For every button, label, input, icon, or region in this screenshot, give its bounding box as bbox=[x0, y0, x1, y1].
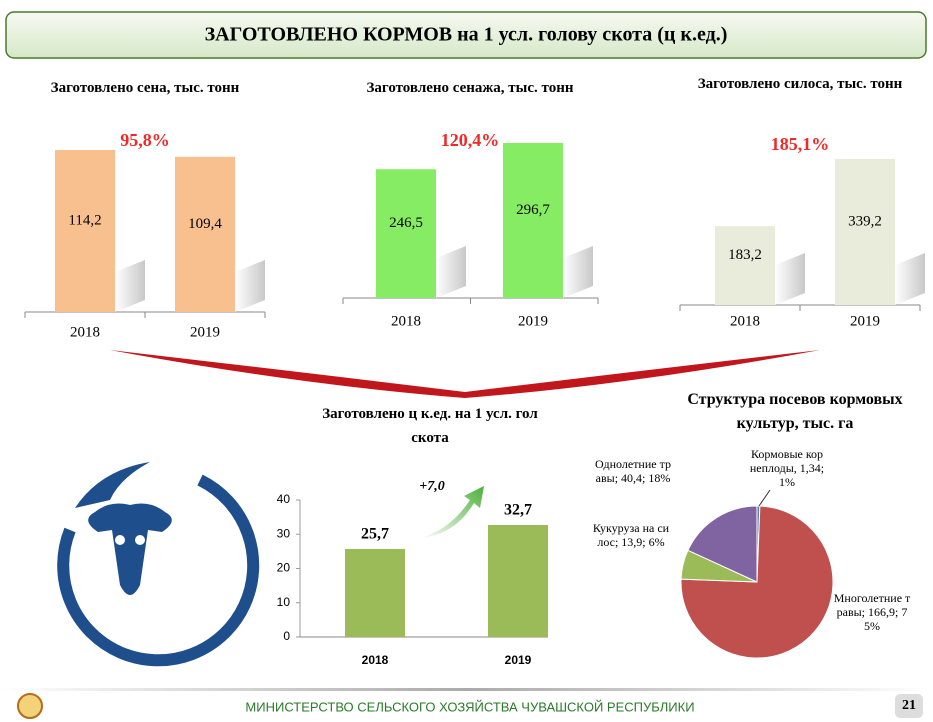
chart-title-box: Заготовлено силоса, тыс. тонн bbox=[685, 72, 915, 124]
bar bbox=[835, 159, 895, 305]
bar bbox=[715, 226, 775, 305]
chart-title: Заготовлено сена, тыс. тонн bbox=[30, 76, 260, 100]
y-tick-label: 0 bbox=[283, 629, 290, 643]
bar-shadow bbox=[115, 260, 145, 312]
y-tick-label: 30 bbox=[277, 526, 291, 540]
chart-title: Заготовлено силоса, тыс. тонн bbox=[685, 72, 915, 96]
bar bbox=[55, 150, 115, 312]
bar bbox=[503, 143, 563, 298]
slice-label-box: Многолетние травы; 166,9; 75% bbox=[832, 592, 912, 662]
x-tick-label: 2018 bbox=[362, 653, 389, 667]
slice-label-box: Однолетние травы; 40,4; 18% bbox=[594, 458, 672, 518]
growth-label: 185,1% bbox=[771, 134, 830, 154]
footer-text: МИНИСТЕРСТВО СЕЛЬСКОГО ХОЗЯЙСТВА ЧУВАШСК… bbox=[245, 699, 694, 714]
chart-title: Структура посевов кормовых культур, тыс.… bbox=[665, 388, 925, 436]
bar bbox=[488, 525, 548, 637]
value-label: 109,4 bbox=[188, 216, 222, 232]
slide: ЗАГОТОВЛЕНО КОРМОВ на 1 усл. голову скот… bbox=[0, 0, 933, 722]
page-number: 21 bbox=[902, 698, 916, 713]
value-label: 25,7 bbox=[361, 526, 389, 543]
chart-title-box: Заготовлено ц к.ед. на 1 усл. гол скота bbox=[315, 402, 545, 454]
slice-label: Однолетние травы; 40,4; 18% bbox=[594, 458, 672, 486]
x-tick-label: 2018 bbox=[730, 313, 760, 329]
chart-title-box: Заготовлено сена, тыс. тонн bbox=[30, 76, 260, 128]
value-label: 339,2 bbox=[848, 213, 882, 229]
value-label: 183,2 bbox=[728, 247, 762, 263]
x-tick-label: 2019 bbox=[518, 313, 548, 329]
x-tick-label: 2019 bbox=[505, 653, 532, 667]
logo bbox=[63, 462, 253, 660]
chart-title: Заготовлено ц к.ед. на 1 усл. гол скота bbox=[315, 402, 545, 450]
chart-title-box: Заготовлено сенажа, тыс. тонн bbox=[355, 76, 585, 128]
bar-shadow bbox=[563, 246, 593, 298]
footer-emblem bbox=[18, 694, 42, 718]
chart-title: Заготовлено сенажа, тыс. тонн bbox=[355, 76, 585, 100]
x-tick-label: 2019 bbox=[190, 324, 220, 340]
header-title: ЗАГОТОВЛЕНО КОРМОВ на 1 усл. голову скот… bbox=[205, 24, 728, 46]
slice-label: Кормовые корнеплоды, 1,34; 1% bbox=[748, 448, 826, 489]
value-label: 296,7 bbox=[516, 202, 550, 218]
y-tick-label: 20 bbox=[277, 561, 291, 575]
value-label: 246,5 bbox=[389, 215, 423, 231]
y-tick-label: 40 bbox=[277, 492, 291, 506]
growth-label: 95,8% bbox=[120, 130, 170, 150]
chart-title-box: Структура посевов кормовых культур, тыс.… bbox=[665, 388, 925, 440]
bar bbox=[175, 157, 235, 312]
value-label: 114,2 bbox=[68, 212, 101, 228]
growth-label: +7,0 bbox=[419, 479, 444, 494]
slice-label: Многолетние травы; 166,9; 75% bbox=[832, 592, 912, 633]
slice-label: Кукуруза на силос; 13,9; 6% bbox=[592, 522, 670, 550]
slice-label-box: Кукуруза на силос; 13,9; 6% bbox=[592, 522, 670, 582]
x-tick-label: 2018 bbox=[391, 313, 421, 329]
x-tick-label: 2018 bbox=[70, 324, 100, 340]
x-tick-label: 2019 bbox=[850, 313, 880, 329]
value-label: 32,7 bbox=[504, 502, 532, 519]
bar-shadow bbox=[895, 253, 925, 305]
footer-line bbox=[0, 688, 933, 691]
y-tick-label: 10 bbox=[277, 595, 291, 609]
bar bbox=[376, 169, 436, 298]
bar-shadow bbox=[436, 246, 466, 298]
bar-shadow bbox=[775, 253, 805, 305]
bar bbox=[345, 549, 405, 637]
bar-shadow bbox=[235, 260, 265, 312]
growth-label: 120,4% bbox=[441, 130, 500, 150]
